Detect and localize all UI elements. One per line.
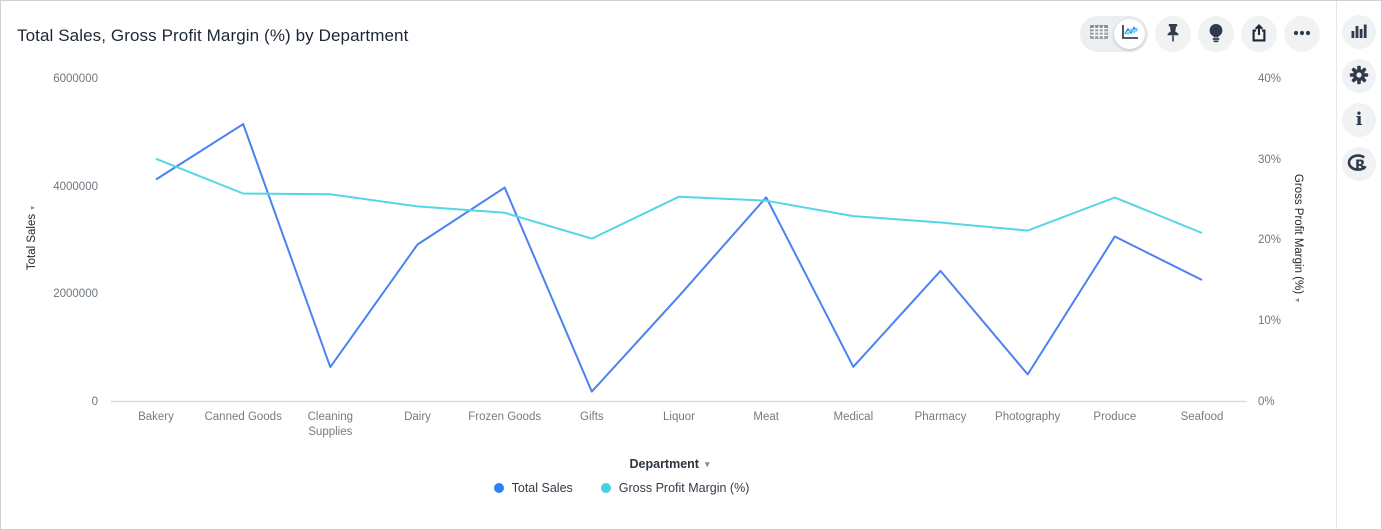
x-axis-category-label: Gifts (580, 411, 604, 423)
chart-panel: Total Sales, Gross Profit Margin (%) by … (1, 1, 1338, 529)
insights-button[interactable] (1198, 16, 1234, 52)
pin-button[interactable] (1155, 16, 1191, 52)
pin-icon (1164, 23, 1182, 46)
table-icon (1089, 24, 1109, 45)
ellipsis-icon (1292, 23, 1312, 46)
x-axis-category-label: Produce (1093, 411, 1137, 423)
y-axis-right-tick: 20% (1258, 234, 1282, 247)
y-axis-left-label[interactable]: Total Sales ▾ (26, 206, 38, 270)
legend-dot-icon (600, 483, 611, 493)
y-axis-left-tick: 4000000 (53, 180, 98, 193)
series-line-gross-profit-margin (155, 157, 1203, 240)
y-axis-right-tick: 0% (1258, 395, 1275, 408)
x-axis-category-label: Cleaning Supplies (307, 411, 354, 438)
widget-toolbar (1080, 16, 1320, 52)
y-axis-right-tick: 40% (1258, 73, 1282, 85)
sidebar-info-button[interactable]: i (1342, 103, 1376, 137)
y-axis-left-label-text: Total Sales (26, 213, 38, 271)
legend-label: Total Sales (511, 481, 573, 495)
caret-down-icon: ▾ (27, 205, 37, 210)
x-axis-category-label: Meat (753, 411, 779, 423)
plot-area: Total Sales ▾ Gross Profit Margin (%) ▾ … (1, 1, 1338, 529)
x-axis-category-label: Liquor (663, 411, 695, 423)
legend-item[interactable]: Total Sales (493, 481, 573, 495)
export-button[interactable] (1241, 16, 1277, 52)
x-axis-category-label: Canned Goods (204, 411, 282, 423)
x-axis-category-label: Dairy (404, 411, 431, 423)
x-axis-category-label: Seafood (1180, 411, 1224, 423)
y-axis-left-tick: 0 (91, 395, 98, 408)
r-logo-icon: R (1347, 153, 1371, 176)
x-axis-field-label: Department (629, 457, 699, 471)
caret-down-icon: ▾ (1293, 298, 1303, 303)
x-axis-category-label: Bakery (138, 411, 174, 423)
legend: Total Sales Gross Profit Margin (%) (1, 481, 1242, 495)
legend-item[interactable]: Gross Profit Margin (%) (600, 481, 750, 495)
y-axis-left-tick: 2000000 (53, 288, 98, 300)
svg-text:R: R (1355, 157, 1366, 173)
x-axis-field[interactable]: Department ▾ (630, 457, 710, 471)
y-axis-right-tick: 30% (1258, 153, 1282, 166)
view-toggle (1080, 16, 1148, 52)
x-axis-category-label: Photography (995, 411, 1061, 423)
right-sidebar: i R (1336, 1, 1381, 529)
y-axis-left-tick: 6000000 (53, 73, 98, 85)
x-axis-category-label: Pharmacy (914, 411, 967, 423)
sidebar-charts-button[interactable] (1342, 15, 1376, 49)
lightbulb-icon (1207, 23, 1225, 46)
table-view-toggle[interactable] (1083, 19, 1114, 49)
y-axis-right-tick: 10% (1258, 314, 1282, 327)
share-icon (1249, 23, 1269, 46)
caret-down-icon: ▾ (704, 458, 710, 469)
widget-title: Total Sales, Gross Profit Margin (%) by … (17, 26, 409, 45)
sidebar-r-button[interactable]: R (1342, 147, 1376, 181)
bar-chart-icon (1350, 22, 1368, 43)
gear-icon (1349, 65, 1369, 88)
more-options-button[interactable] (1284, 16, 1320, 52)
chart-view-toggle[interactable] (1114, 19, 1145, 49)
chart-canvas (111, 123, 1247, 403)
x-axis-category-label: Medical (833, 411, 874, 423)
info-icon: i (1355, 109, 1363, 130)
sidebar-settings-button[interactable] (1342, 59, 1376, 93)
series-line-total-sales (155, 123, 1203, 393)
legend-label: Gross Profit Margin (%) (618, 481, 750, 495)
line-chart-icon (1120, 23, 1140, 46)
x-axis-field-row: Department ▾ (1, 457, 1338, 471)
legend-dot-icon (493, 483, 504, 493)
x-axis-category-label: Frozen Goods (468, 411, 542, 423)
